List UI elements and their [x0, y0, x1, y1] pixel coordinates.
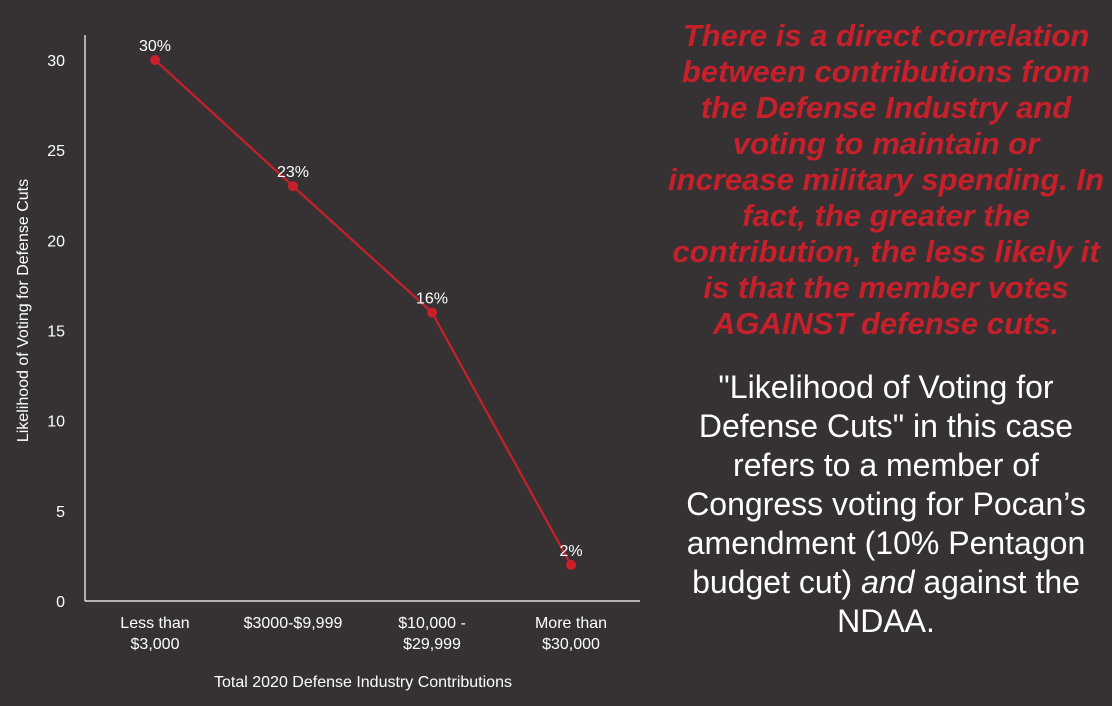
chart-axes [84, 35, 640, 602]
x-tick-label: Less than $3,000 [120, 615, 189, 653]
x-tick-label: $10,000 -$29,999 [398, 615, 466, 653]
data-label: 23% [277, 164, 309, 181]
series-line [154, 59, 572, 566]
definition-note: "Likelihood of Voting for Defense Cuts" … [666, 368, 1106, 641]
line-chart: 0 5 10 15 20 25 30 Less than $3,000 $3000-$9,999… [15, 35, 640, 691]
y-tick-label: 30 [47, 53, 65, 70]
x-tick-labels: Less than $3,000 $3000-$9,999 $10,000 -$29,… [120, 615, 607, 653]
y-tick-label: 0 [56, 594, 65, 611]
data-point [427, 307, 437, 318]
data-label: 16% [416, 290, 448, 307]
x-tick-label: $3000-$9,999 [244, 615, 343, 632]
y-tick-label: 15 [47, 324, 65, 341]
definition-and: and [861, 564, 915, 600]
data-label: 30% [139, 38, 171, 55]
y-tick-label: 25 [47, 143, 65, 160]
y-tick-labels: 0 5 10 15 20 25 30 [47, 53, 65, 611]
definition-end: against the NDAA. [837, 564, 1080, 639]
x-axis-label: Total 2020 Defense Industry Contribution… [214, 674, 512, 691]
y-tick-label: 20 [47, 233, 65, 250]
y-tick-label: 5 [56, 504, 65, 521]
data-series: 30% 23% 16% 2% [139, 38, 583, 570]
correlation-claim: There is a direct correlation between co… [668, 18, 1104, 341]
data-label: 2% [559, 543, 582, 560]
data-point [288, 181, 298, 192]
annotation-panel: There is a direct correlation between co… [666, 18, 1106, 641]
y-tick-label: 10 [47, 414, 65, 431]
data-point [150, 55, 160, 65]
x-tick-label: More than $30,000 [535, 615, 607, 653]
definition-text: "Likelihood of Voting for Defense Cuts" … [686, 369, 1086, 600]
y-axis-label: Likelihood of Voting for Defense Cuts [15, 179, 32, 442]
data-point [566, 559, 576, 570]
